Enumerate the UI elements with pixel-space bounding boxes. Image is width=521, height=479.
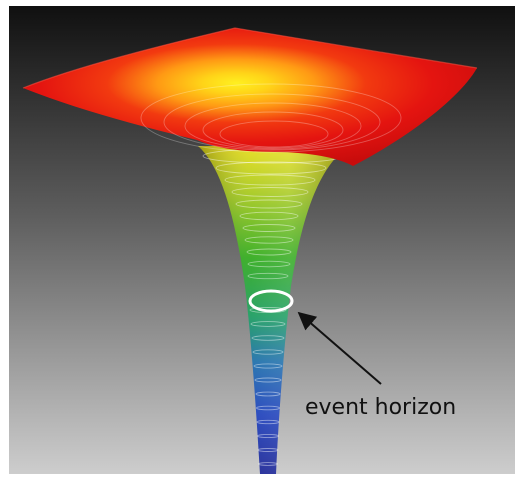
event-horizon-label: event horizon bbox=[305, 395, 456, 420]
spacetime-surface bbox=[23, 28, 477, 166]
event-horizon-ring bbox=[248, 289, 294, 313]
surface-edge bbox=[22, 27, 478, 89]
gravity-well-diagram: event horizon bbox=[9, 6, 515, 474]
annotation-arrow bbox=[297, 311, 382, 385]
surface-contour-lines bbox=[140, 83, 402, 153]
figure-frame: event horizon bbox=[9, 6, 515, 474]
